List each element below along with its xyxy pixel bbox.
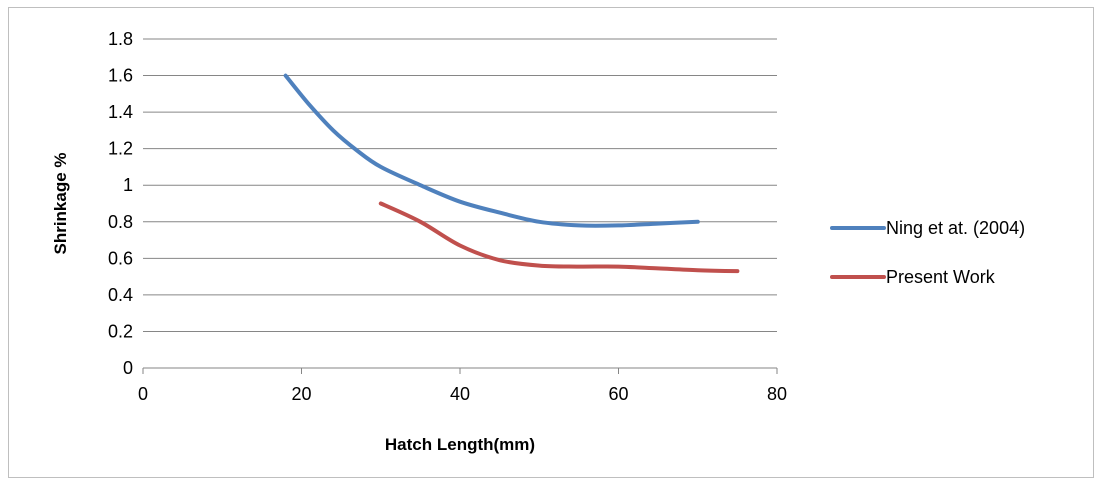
y-tick-label: 1.6 (108, 66, 133, 86)
x-tick-label: 20 (291, 384, 311, 404)
legend-label-ning: Ning et at. (2004) (886, 218, 1025, 238)
y-tick-label: 0 (123, 358, 133, 378)
y-tick-label: 0.4 (108, 285, 133, 305)
x-tick-label: 40 (450, 384, 470, 404)
axes (142, 367, 778, 374)
y-tick-label: 0.8 (108, 212, 133, 232)
y-tick-label: 1.4 (108, 102, 133, 122)
y-tick-label: 1 (123, 175, 133, 195)
chart-border (8, 7, 1094, 478)
gridlines (143, 38, 777, 332)
tick-labels: 0 0.2 0.4 0.6 0.8 1 1.2 1.4 1.6 1.8 0 20 40 60 80 (108, 29, 787, 404)
y-axis-title: Shrinkage % (51, 152, 70, 254)
y-tick-label: 0.2 (108, 321, 133, 341)
legend-label-present-work: Present Work (886, 267, 996, 287)
x-tick-label: 0 (138, 384, 148, 404)
x-tick-label: 60 (608, 384, 628, 404)
series-lines (283, 73, 740, 274)
series-line-present-work (378, 201, 740, 274)
series-line-ning (283, 73, 700, 228)
x-tick-label: 80 (767, 384, 787, 404)
x-axis-title: Hatch Length(mm) (385, 435, 535, 454)
y-tick-label: 1.2 (108, 139, 133, 159)
y-tick-label: 0.6 (108, 248, 133, 268)
legend: Ning et at. (2004) Present Work (830, 218, 1025, 287)
y-tick-label: 1.8 (108, 29, 133, 49)
